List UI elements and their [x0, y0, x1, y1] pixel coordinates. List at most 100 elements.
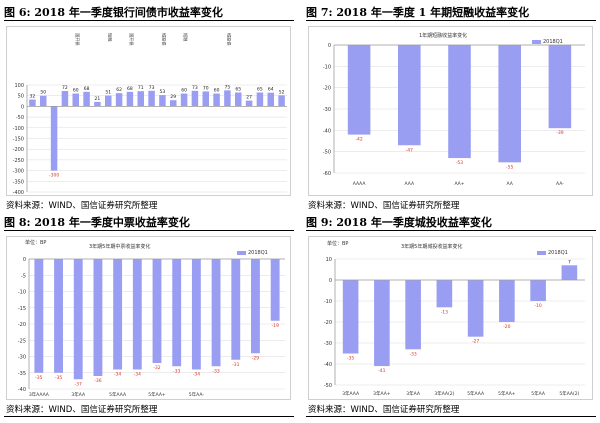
y-tick-label: -5 — [21, 273, 26, 279]
legend-label: 2018Q1 — [548, 250, 568, 256]
x-tick-label: 国开债 — [74, 33, 81, 46]
x-tick-label: AAA — [405, 181, 415, 187]
y-tick-label: -35 — [18, 371, 26, 377]
chart-frame: 0 -5 -10 -15 -20 -25 -30 -35 -40 -35 -35 -37 -36 -34 -… — [6, 236, 291, 400]
panel-title: 图 9: 2018 年一季度城投收益率变化 — [306, 216, 492, 229]
y-tick-label: 100 — [14, 83, 24, 89]
source-note: 资料来源：WIND、国信证券研究所整理 — [6, 405, 158, 415]
data-label: -53 — [456, 160, 463, 166]
data-label: 32 — [30, 94, 36, 100]
legend: 2018Q1 — [532, 39, 563, 45]
y-tick-label: -400 — [13, 190, 24, 196]
data-label: 29 — [170, 94, 176, 100]
bar — [180, 93, 188, 107]
y-tick-label: -150 — [13, 137, 24, 143]
y-tick-label: -60 — [323, 171, 331, 177]
panel-fig7: 图 7: 2018 年一季度 1 年期短融收益率变化 0 -10 -20 -30 -40… — [306, 4, 596, 211]
panel-fig8: 图 8: 2018 年一季度中票收益率变化 0 -5 -10 -15 -20 -25 -30… — [4, 214, 294, 419]
data-label: -34 — [114, 372, 121, 378]
bar — [231, 259, 241, 360]
data-label: 73 — [192, 85, 198, 91]
x-tick-label: 3年AA — [71, 391, 86, 398]
chart-subtitle: 3年期5年期城投收益率变化 — [401, 244, 463, 250]
x-tick-label: 5年AA+ — [498, 390, 516, 397]
bar — [498, 45, 521, 163]
chart-frame: 10 0 -10 -20 -30 -40 -50 -35 -41 -33 -13 -27 -20 -10 7… — [308, 236, 593, 400]
title-divider — [306, 230, 596, 231]
y-tick-label: -350 — [13, 179, 24, 185]
bar — [148, 90, 155, 107]
bar — [467, 280, 484, 337]
data-label: 70 — [203, 85, 209, 91]
bar — [548, 45, 572, 129]
y-tick-label: -250 — [13, 158, 24, 164]
x-tick-label: 3年AAAA — [29, 391, 50, 398]
bar — [530, 280, 546, 301]
bar — [93, 259, 103, 376]
bar — [170, 100, 177, 107]
x-tick-label: 城投债 — [160, 33, 167, 46]
bar — [72, 93, 79, 107]
x-tick-label: 5年AAA — [467, 390, 485, 397]
bar — [245, 100, 253, 107]
bar — [159, 95, 166, 107]
x-tick-label: 3年AA(2) — [434, 390, 454, 397]
x-tick-label: AAAA — [353, 181, 367, 187]
data-label: 64 — [268, 87, 274, 93]
x-tick-label: 3年AAA — [342, 390, 360, 397]
y-tick-label: -30 — [18, 355, 26, 361]
panel-fig9: 图 9: 2018 年一季度城投收益率变化 10 0 -10 -20 -30 -40 -50… — [306, 214, 596, 419]
x-tick-label: 3年AA+ — [373, 390, 391, 397]
data-label: 53 — [160, 89, 166, 95]
data-label: 68 — [127, 86, 133, 92]
data-label: 50 — [40, 90, 46, 96]
panel-title: 图 6: 2018 年一季度银行间债市收益率变化 — [4, 6, 223, 19]
data-label: -36 — [94, 378, 101, 384]
data-label: -35 — [55, 375, 62, 381]
bar — [251, 259, 260, 354]
bar — [202, 91, 209, 107]
data-label: -33 — [173, 368, 180, 374]
data-label: 60 — [214, 88, 220, 94]
x-tick-label: 3年AA — [406, 390, 421, 397]
bar — [256, 92, 264, 107]
source-note: 资料来源：WIND、国信证券研究所整理 — [308, 201, 460, 211]
data-label: -34 — [134, 372, 141, 378]
y-tick-label: -50 — [16, 115, 24, 121]
legend: 2018Q1 — [237, 250, 268, 256]
source-divider — [306, 416, 596, 417]
data-label: -47 — [406, 147, 413, 153]
data-label: 27 — [246, 95, 252, 101]
bar — [499, 280, 515, 322]
y-tick-label: 0 — [329, 278, 332, 284]
bar — [73, 259, 83, 380]
unit-label: 单位：BP — [327, 241, 349, 247]
bar — [50, 106, 58, 171]
y-tick-label: -50 — [324, 383, 332, 389]
data-label: -27 — [472, 339, 479, 345]
bar — [172, 259, 182, 367]
bar — [191, 90, 199, 107]
y-tick-label: -10 — [323, 64, 331, 70]
y-tick-label: -30 — [324, 341, 332, 347]
bar — [278, 95, 285, 107]
chart-frame: 100 50 0 -50 -100 -150 -200 -250 -300 -350 -400 32 5… — [6, 26, 291, 196]
data-label: -34 — [193, 372, 200, 378]
x-tick-label: 5年AA(2) — [559, 390, 579, 397]
bar — [224, 90, 231, 107]
title-divider — [306, 20, 596, 21]
data-label: -19 — [271, 323, 278, 329]
y-tick-label: -40 — [323, 128, 331, 134]
x-tick-label: 5年AA — [531, 390, 546, 397]
data-label: 71 — [138, 85, 144, 91]
data-label: -33 — [212, 368, 219, 374]
y-tick-label: -20 — [323, 86, 331, 92]
data-label: -13 — [441, 309, 448, 315]
data-label: -31 — [232, 362, 239, 368]
data-label: 51 — [105, 89, 111, 95]
bar — [436, 280, 453, 308]
bar — [270, 259, 280, 321]
bar — [113, 259, 123, 370]
bar — [398, 45, 421, 146]
bar — [235, 92, 242, 107]
